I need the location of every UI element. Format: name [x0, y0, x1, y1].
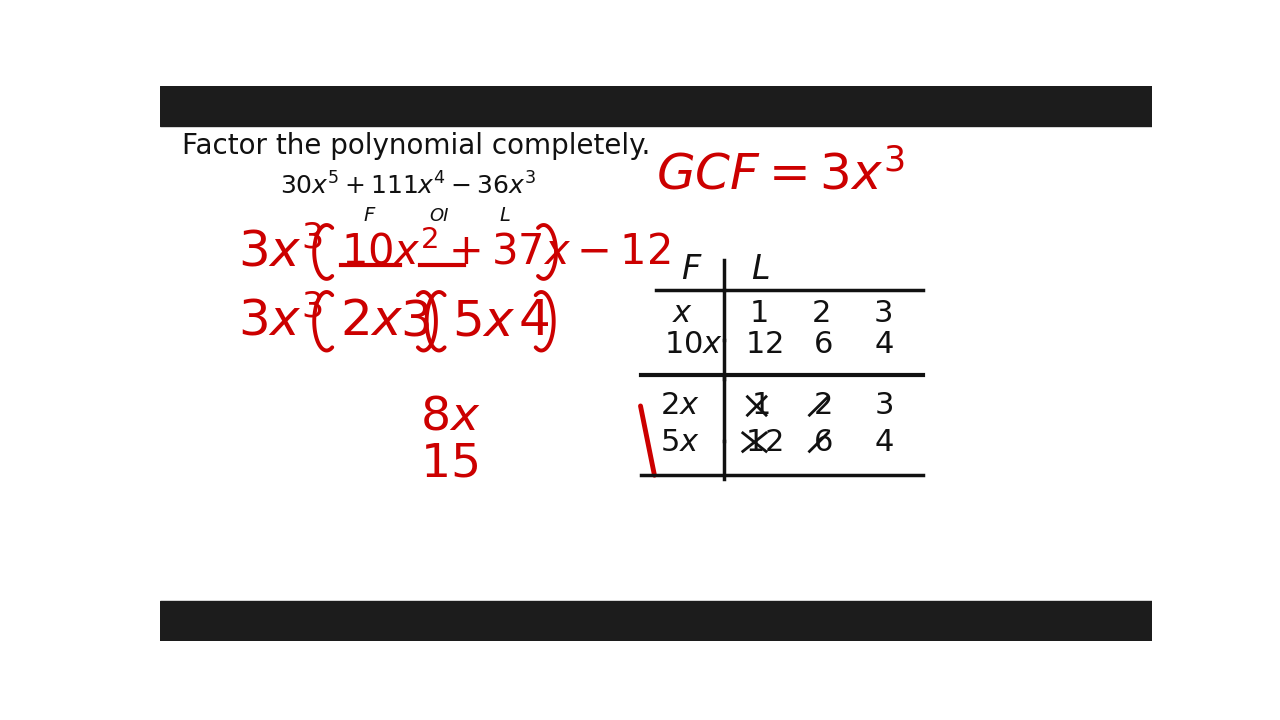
Text: $3$: $3$	[401, 297, 430, 346]
Text: $10x$: $10x$	[664, 330, 723, 359]
Text: $3$: $3$	[873, 299, 892, 328]
Text: $3$: $3$	[874, 392, 892, 420]
Text: $30x^5 + 111x^4 - 36x^3$: $30x^5 + 111x^4 - 36x^3$	[280, 173, 536, 200]
Text: OI: OI	[429, 207, 449, 225]
Text: $2$: $2$	[812, 299, 829, 328]
Text: $6$: $6$	[813, 428, 833, 456]
Text: $5x$: $5x$	[452, 297, 516, 346]
Text: $2x$: $2x$	[339, 297, 403, 346]
Text: $15$: $15$	[420, 441, 477, 486]
Text: $1$: $1$	[751, 392, 769, 420]
Text: $x$: $x$	[672, 299, 692, 328]
Bar	[160, 600, 1152, 641]
Text: $3x^3$: $3x^3$	[238, 228, 323, 276]
Text: F: F	[681, 253, 700, 286]
Text: $3x^3$: $3x^3$	[238, 297, 323, 346]
Text: F: F	[364, 206, 375, 225]
Text: $12$: $12$	[745, 330, 783, 359]
Text: $8x$: $8x$	[420, 395, 480, 440]
Text: $4$: $4$	[874, 428, 893, 456]
Text: $4$: $4$	[874, 330, 893, 359]
Text: $12$: $12$	[745, 428, 783, 456]
Text: Factor the polynomial completely.: Factor the polynomial completely.	[182, 132, 650, 161]
Text: $1$: $1$	[749, 299, 768, 328]
Text: L: L	[499, 206, 511, 225]
Text: $GCF = 3x^3$: $GCF = 3x^3$	[657, 150, 905, 199]
Text: $2x$: $2x$	[660, 392, 700, 420]
Text: $10x^2+37x-12$: $10x^2+37x-12$	[340, 230, 671, 273]
Text: $4$: $4$	[518, 297, 549, 346]
Bar	[160, 86, 1152, 127]
Text: $5x$: $5x$	[660, 428, 700, 456]
Text: $2$: $2$	[813, 392, 832, 420]
Text: L: L	[751, 253, 771, 286]
Text: $6$: $6$	[813, 330, 833, 359]
